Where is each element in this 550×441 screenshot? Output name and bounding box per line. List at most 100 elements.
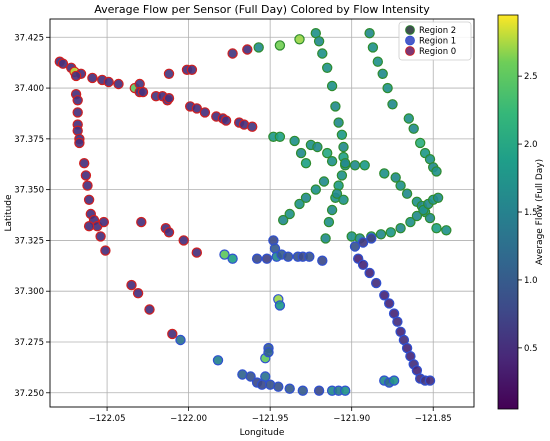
y-tick-label: 37.325 [14,236,44,246]
data-point [336,170,348,181]
data-point [385,227,396,238]
data-points [54,28,452,396]
data-point [82,180,93,191]
data-point [98,216,110,228]
data-point [411,210,423,222]
data-point [246,121,258,132]
data-point [167,328,178,340]
data-point [405,216,416,228]
legend-marker-region-0 [405,46,415,56]
data-point [227,48,238,59]
colorbar-tick-label: 2.5 [524,72,538,82]
x-tick-label: −122.05 [89,414,126,424]
colorbar-tick-label: 1.5 [524,208,538,218]
data-point [364,267,375,279]
data-point [57,58,69,69]
y-axis-label: Latitude [4,194,14,232]
data-point [83,220,95,232]
data-point [357,237,369,248]
data-point [87,72,98,84]
data-point [333,117,344,128]
data-point [274,131,286,142]
data-point [132,288,144,299]
data-point [323,216,335,228]
data-point [431,166,442,177]
y-tick-label: 37.425 [14,33,44,43]
y-tick-label: 37.300 [14,287,44,297]
data-point [103,76,114,88]
data-point [375,229,387,240]
data-point [340,157,351,169]
legend-box [398,21,472,61]
data-point [126,279,137,291]
data-point [282,251,294,262]
data-point [322,147,333,159]
data-point [310,184,321,195]
data-point [273,381,284,392]
data-point [137,86,149,98]
data-point [371,277,382,289]
data-point [294,34,305,45]
colorbar-tick-label: 2.0 [524,140,538,150]
data-point [100,245,111,256]
y-tick-label: 37.400 [14,84,44,94]
data-point [349,241,361,252]
data-point [163,227,175,238]
data-point [289,135,300,147]
data-point [300,157,312,169]
data-point [263,347,274,358]
data-point [245,371,256,382]
data-point [95,231,106,242]
data-point [212,355,224,366]
data-point [359,160,370,171]
data-point [377,68,388,80]
data-point [136,216,147,228]
data-point [338,141,349,153]
data-point [300,192,312,203]
y-tick-label: 37.275 [14,338,44,348]
data-point [191,247,202,258]
y-axis-ticks: 37.250 37.275 37.300 37.325 37.350 37.375 37.4… [14,33,50,399]
data-point [395,222,406,234]
data-point [261,253,273,264]
data-point [403,113,414,124]
data-point [113,78,124,90]
legend-marker-region-1 [405,35,415,46]
legend-label-region-2: Region 2 [419,26,456,36]
data-point [191,103,202,114]
colorbar-label: Average Flow (Full Day) [535,159,545,265]
y-tick-label: 37.375 [14,135,44,145]
data-point [441,225,452,236]
colorbar-ticks: 0.5 1.0 1.5 2.0 2.5 [518,72,538,354]
data-point [220,115,232,126]
data-point [78,157,90,169]
legend-marker-region-2 [405,25,415,35]
data-point [366,233,377,244]
data-point [294,198,305,210]
x-tick-label: −122.00 [170,414,207,424]
data-point [74,137,85,149]
data-point [313,385,325,396]
chart-title: Average Flow per Sensor (Full Day) Color… [94,3,430,16]
data-point [304,251,315,262]
data-point [384,298,395,309]
data-point [372,56,383,67]
data-point [72,125,83,136]
data-point [317,255,328,266]
data-point [251,253,263,264]
data-point [330,101,341,112]
plot-frame [49,18,475,408]
data-point [432,192,444,203]
data-point [199,107,211,118]
data-point [80,170,92,181]
x-axis-ticks: −122.05 −122.00 −121.95 −121.90 −121.85 [89,407,452,424]
data-point [72,107,83,118]
data-point [72,95,83,106]
data-point [395,180,406,191]
legend: Region 2 Region 1 Region 0 [398,21,472,61]
data-point [431,222,442,234]
data-point [390,172,401,183]
data-point [175,334,186,346]
data-point [317,48,328,59]
data-point [331,188,343,199]
